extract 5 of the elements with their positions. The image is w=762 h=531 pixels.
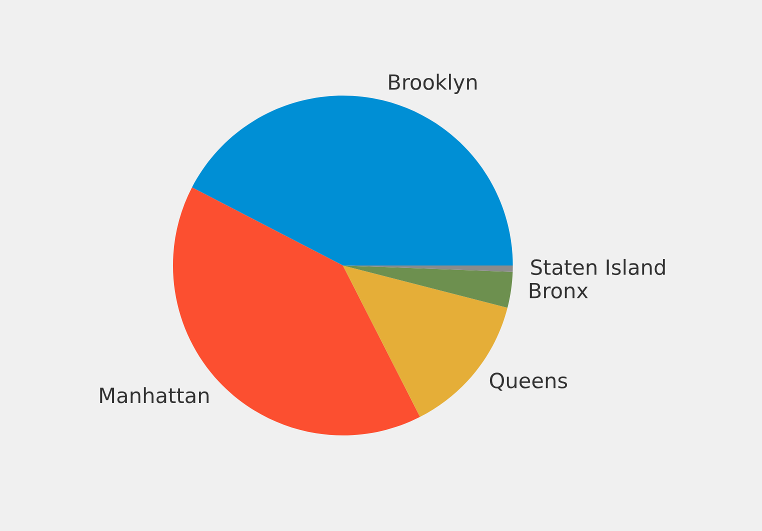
slice-label: Queens [490, 372, 568, 391]
slice-label: Brooklyn [389, 74, 477, 94]
slice-label: Staten Island [531, 258, 665, 276]
slice-label: Bronx [530, 282, 588, 298]
slice-label: Manhattan [100, 387, 209, 404]
